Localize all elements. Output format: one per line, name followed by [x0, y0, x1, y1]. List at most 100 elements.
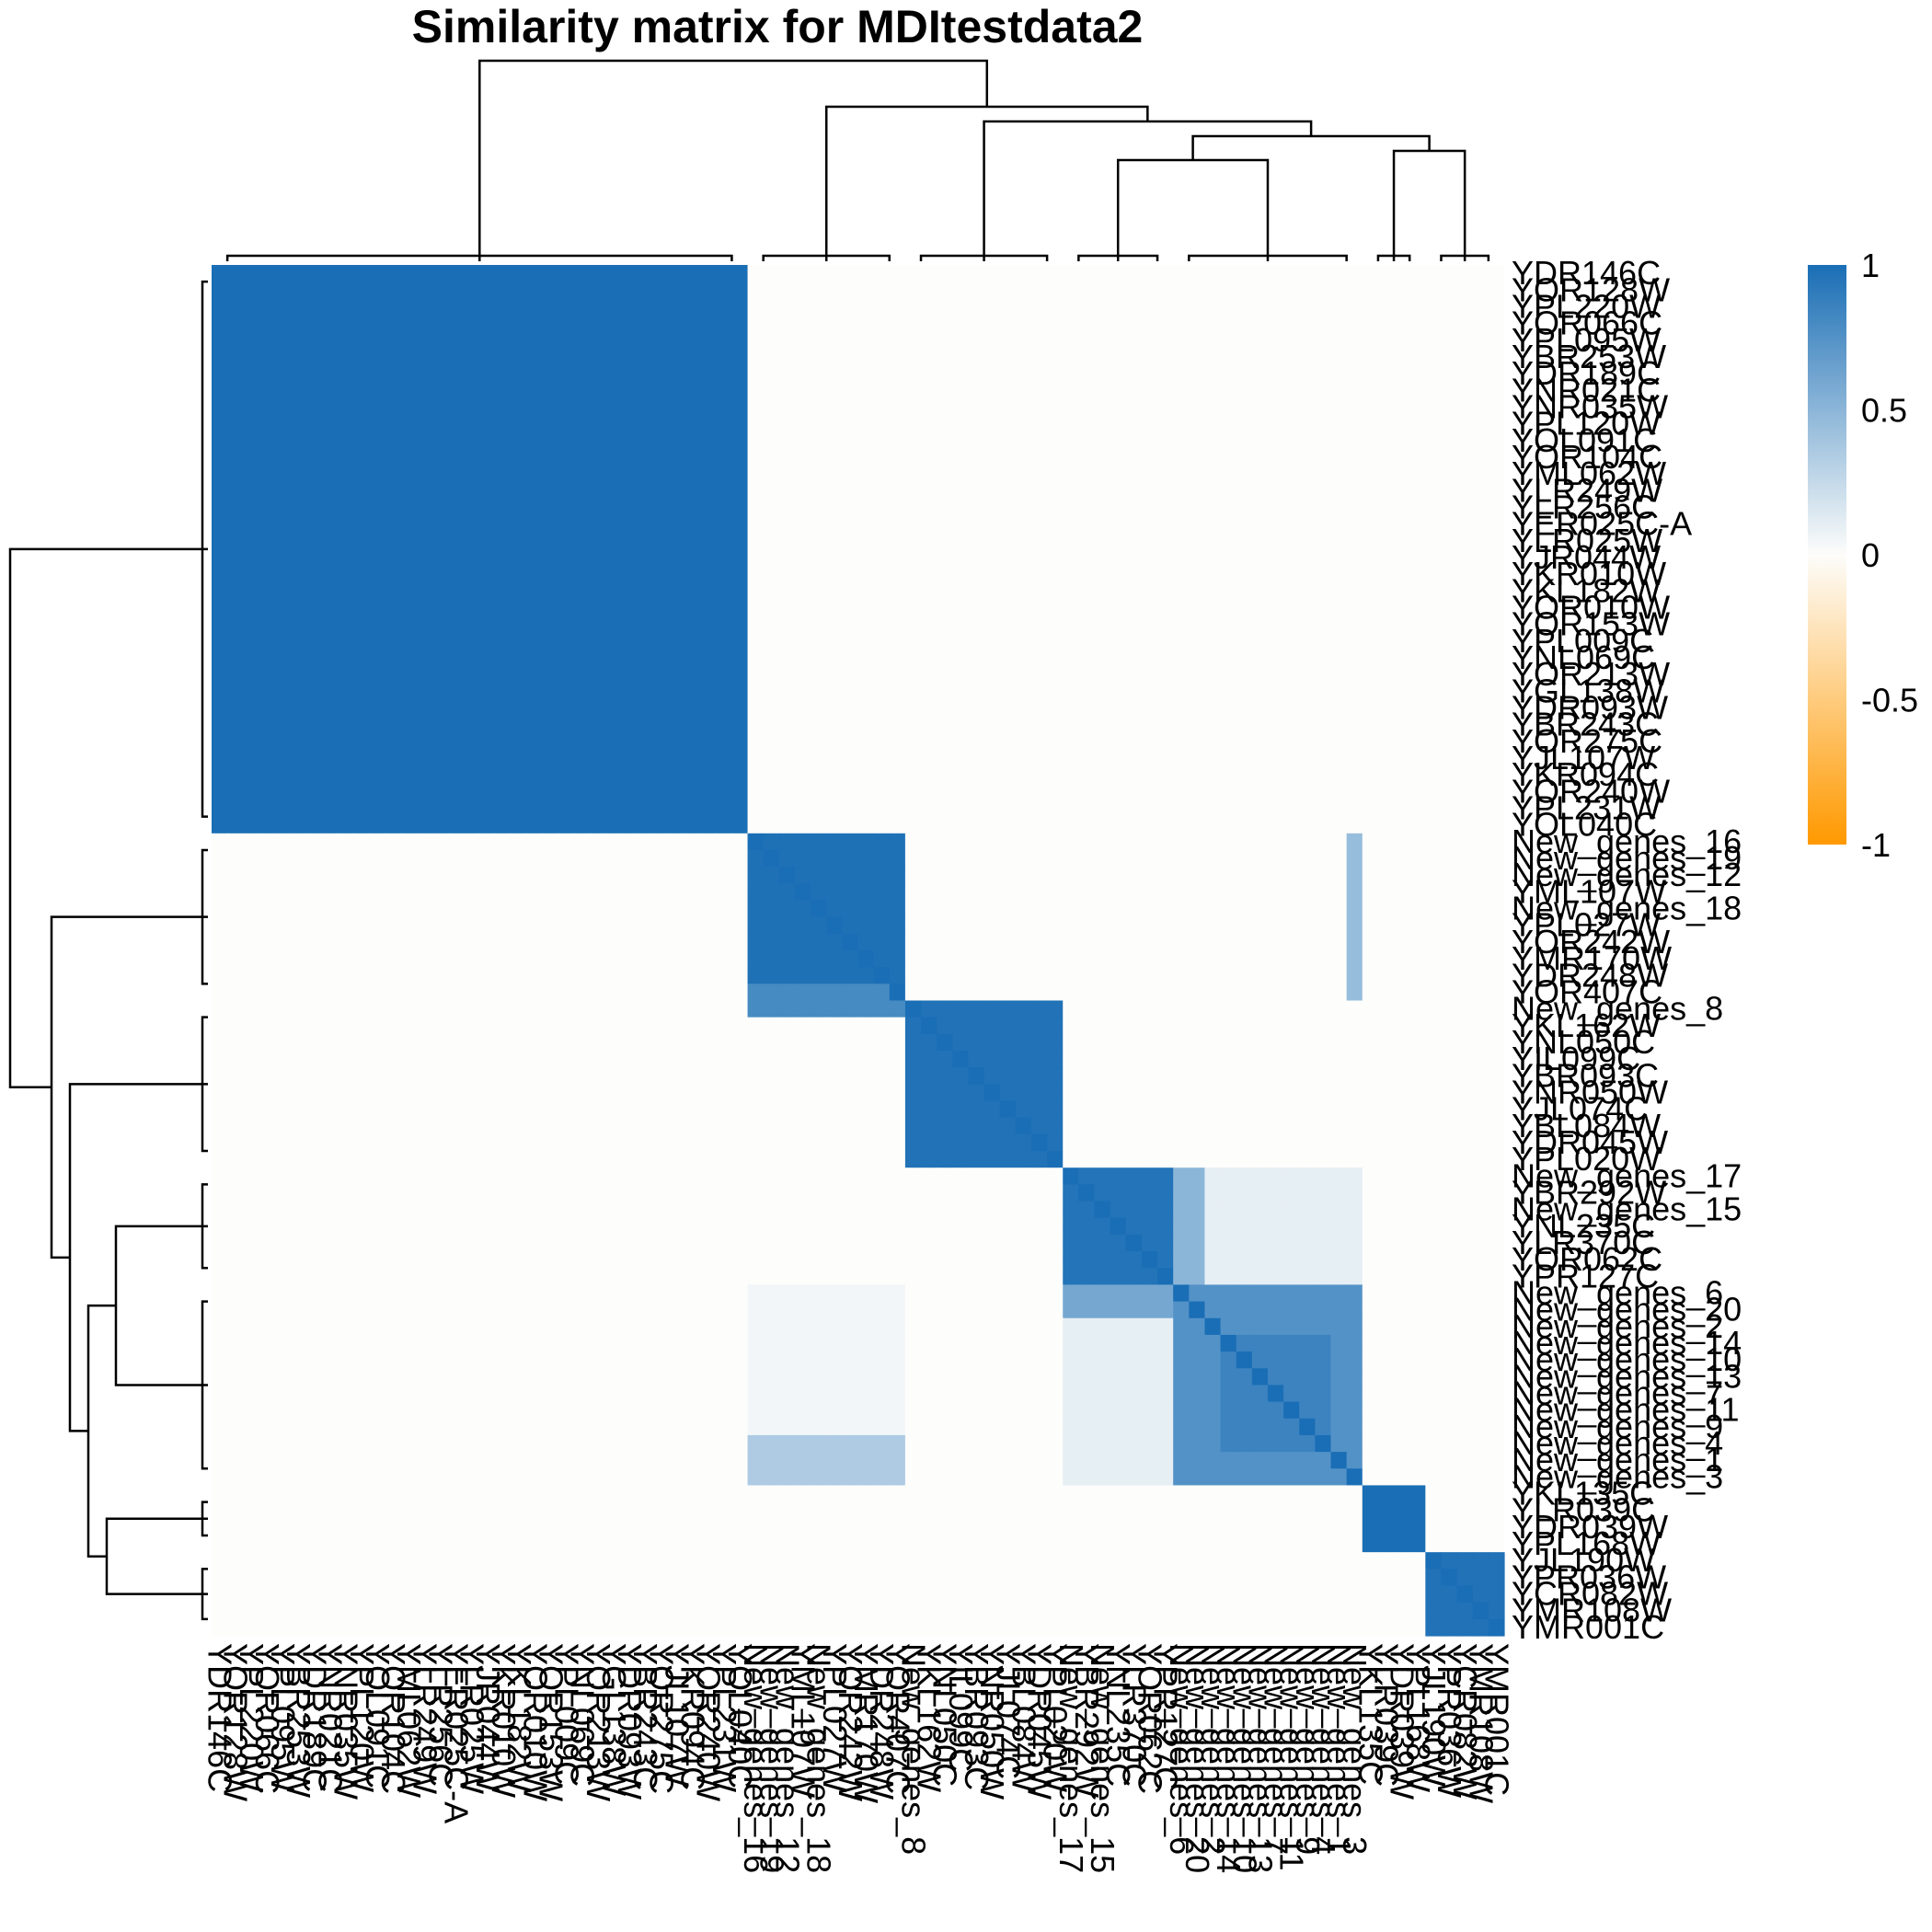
heatmap-cell: [353, 1133, 370, 1152]
heatmap-cell: [811, 548, 827, 567]
heatmap-cell: [1330, 732, 1348, 751]
heatmap-cell: [1204, 1217, 1222, 1236]
heatmap-cell: [338, 1184, 354, 1202]
heatmap-cell: [1078, 950, 1096, 968]
heatmap-cell: [1362, 983, 1379, 1002]
heatmap-cell: [464, 900, 480, 918]
heatmap-cell: [1030, 1084, 1048, 1102]
heatmap-cell: [763, 1167, 780, 1185]
heatmap-cell: [1220, 1201, 1237, 1219]
heatmap-cell: [259, 732, 276, 751]
heatmap-cell: [305, 766, 323, 784]
heatmap-cell: [700, 933, 717, 951]
heatmap-cell: [305, 916, 323, 935]
heatmap-cell: [243, 1033, 259, 1052]
heatmap-cell: [511, 799, 528, 818]
heatmap-cell: [1157, 683, 1174, 701]
heatmap-cell: [1125, 950, 1143, 968]
heatmap-cell: [811, 933, 827, 951]
heatmap-cell: [1251, 431, 1269, 450]
heatmap-cell: [464, 833, 480, 851]
heatmap-cell: [1425, 867, 1443, 884]
heatmap-cell: [1299, 515, 1316, 534]
heatmap-cell: [1157, 666, 1174, 684]
heatmap-cell: [999, 382, 1017, 399]
heatmap-cell: [400, 315, 418, 333]
heatmap-cell: [763, 883, 780, 902]
heatmap-cell: [448, 599, 465, 617]
heatmap-cell: [1078, 749, 1096, 767]
heatmap-cell: [1030, 1167, 1048, 1185]
heatmap-cell: [700, 466, 717, 483]
heatmap-cell: [338, 415, 354, 433]
heatmap-cell: [1094, 1184, 1111, 1202]
heatmap-cell: [227, 1100, 244, 1119]
heatmap-cell: [1173, 1051, 1190, 1068]
heatmap-cell: [479, 699, 497, 718]
heatmap-cell: [716, 599, 733, 617]
heatmap-cell: [747, 716, 765, 734]
heatmap-cell: [1251, 950, 1269, 968]
heatmap-cell: [1283, 466, 1300, 483]
heatmap-cell: [1030, 649, 1048, 667]
heatmap-cell: [290, 699, 307, 718]
heatmap-cell: [1204, 967, 1222, 984]
heatmap-cell: [999, 699, 1017, 718]
heatmap-cell: [212, 1184, 228, 1202]
heatmap-cell: [212, 1251, 228, 1269]
heatmap-cell: [763, 1033, 780, 1052]
heatmap-cell: [763, 1133, 780, 1152]
heatmap-cell: [1047, 448, 1064, 466]
heatmap-cell: [968, 466, 985, 483]
heatmap-cell: [968, 799, 985, 818]
heatmap-cell: [652, 1167, 670, 1185]
heatmap-cell: [1299, 499, 1316, 517]
heatmap-cell: [1377, 298, 1395, 316]
heatmap-cell: [1394, 1251, 1410, 1269]
heatmap-cell: [1047, 833, 1064, 851]
heatmap-cell: [605, 1067, 623, 1085]
heatmap-cell: [464, 916, 480, 935]
heatmap-cell: [826, 799, 843, 818]
heatmap-cell: [811, 900, 827, 918]
heatmap-cell: [873, 532, 891, 550]
heatmap-cell: [1441, 766, 1458, 784]
heatmap-cell: [464, 783, 480, 801]
heatmap-cell: [1189, 666, 1206, 684]
heatmap-cell: [305, 649, 323, 667]
heatmap-cell: [968, 883, 985, 902]
heatmap-cell: [731, 799, 749, 818]
heatmap-cell: [873, 632, 891, 650]
heatmap-cell: [259, 632, 276, 650]
heatmap-cell: [1330, 599, 1348, 617]
heatmap-cell: [1267, 1184, 1284, 1202]
heatmap-cell: [668, 615, 685, 634]
heatmap-cell: [1030, 699, 1048, 718]
heatmap-cell: [259, 967, 276, 984]
heatmap-cell: [1299, 448, 1316, 466]
heatmap-cell: [1456, 566, 1474, 583]
heatmap-cell: [1094, 983, 1111, 1002]
heatmap-cell: [794, 799, 811, 818]
heatmap-cell: [747, 766, 765, 784]
heatmap-cell: [1346, 466, 1363, 483]
heatmap-cell: [1015, 532, 1032, 550]
heatmap-cell: [1047, 348, 1064, 366]
heatmap-cell: [637, 632, 654, 650]
heatmap-cell: [684, 833, 701, 851]
heatmap-cell: [605, 499, 623, 517]
heatmap-cell: [778, 331, 796, 350]
heatmap-cell: [1220, 1084, 1237, 1102]
heatmap-cell: [385, 632, 402, 650]
heatmap-cell: [274, 265, 292, 282]
heatmap-cell: [1299, 699, 1316, 718]
heatmap-cell: [243, 1100, 259, 1119]
heatmap-cell: [1283, 615, 1300, 634]
heatmap-cell: [479, 849, 497, 868]
heatmap-cell: [1362, 1117, 1379, 1135]
heatmap-cell: [1251, 1201, 1269, 1219]
heatmap-cell: [999, 515, 1017, 534]
heatmap-cell: [1299, 532, 1316, 550]
heatmap-cell: [873, 415, 891, 433]
heatmap-cell: [921, 382, 937, 399]
